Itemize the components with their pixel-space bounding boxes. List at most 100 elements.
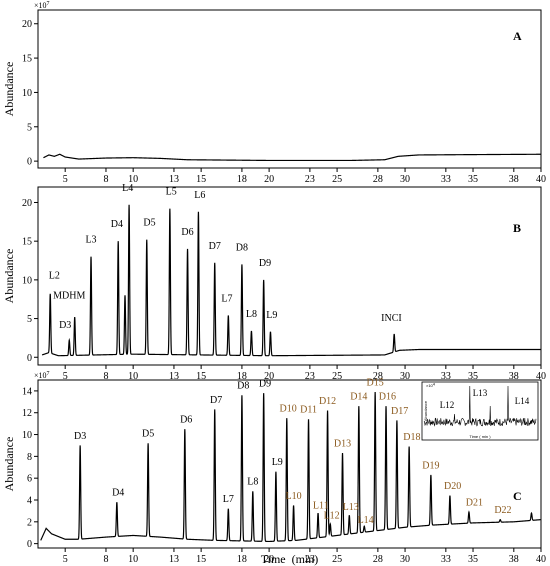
x-tick-label: 35: [468, 174, 478, 185]
x-tick-label: 18: [237, 174, 247, 185]
peak-label-D20: D20: [444, 481, 461, 492]
panel-letter: A: [513, 29, 522, 43]
peak-label-D6: D6: [180, 415, 192, 426]
x-tick-label: 8: [103, 554, 108, 565]
peak-label-D8: D8: [237, 381, 249, 392]
x-tick-label: 25: [332, 174, 342, 185]
x-tick-label: 28: [373, 174, 383, 185]
peak-label-D3: D3: [74, 431, 86, 442]
peak-label-D5: D5: [143, 218, 155, 229]
y-tick-label: 20: [22, 19, 32, 30]
y-tick-label: 15: [22, 237, 32, 248]
y-multiplier-exponent: 7: [47, 1, 50, 7]
peak-label-D14: D14: [350, 392, 367, 403]
peak-label-MDHM: MDHM: [53, 290, 85, 301]
x-tick-label: 15: [196, 371, 206, 382]
x-tick-label: 20: [264, 174, 274, 185]
peak-label-D3: D3: [59, 320, 71, 331]
x-tick-label: 13: [169, 371, 179, 382]
x-tick-label: 8: [103, 371, 108, 382]
peak-label-L7: L7: [223, 494, 234, 505]
peak-label-D9: D9: [259, 379, 271, 390]
x-tick-label: 20: [264, 554, 274, 565]
x-tick-label: 33: [441, 174, 451, 185]
y-multiplier: ×107: [34, 371, 50, 380]
x-tick-label: 5: [63, 174, 68, 185]
peak-label-INCI: INCI: [381, 313, 402, 324]
peak-label-D19: D19: [422, 460, 439, 471]
peak-label-D15: D15: [367, 377, 384, 388]
x-tick-label: 38: [509, 174, 519, 185]
peak-label-D13: D13: [334, 439, 351, 450]
peak-label-L3: L3: [85, 235, 96, 246]
y-axis-label: Abundance: [2, 249, 16, 304]
chromatogram-trace: [41, 204, 541, 357]
x-axis-label: Time (min): [261, 552, 319, 566]
x-tick-label: 40: [536, 174, 546, 185]
x-tick-label: 13: [169, 554, 179, 565]
x-tick-label: 38: [509, 371, 519, 382]
x-tick-label: 28: [373, 371, 383, 382]
y-tick-label: 10: [22, 275, 32, 286]
peak-label-L6: L6: [194, 190, 205, 201]
peak-label-D17: D17: [391, 406, 408, 417]
plot-frame: [37, 9, 542, 169]
peak-label-D22: D22: [494, 505, 511, 516]
panel-A: 0 5 10 15 20 5 8 10 13 15 18 20 23 25 28 30 33 35 38 40 Abun…: [2, 1, 546, 185]
x-tick-label: 33: [441, 371, 451, 382]
peak-label-L13: L13: [343, 502, 359, 513]
panel-C: 0 2 4 6 8 10 12 14 5 8 10 13 15 18 20 23 25 28 30 33 35 38 40 A…: [2, 371, 546, 566]
inset-label-L13: L13: [473, 388, 488, 398]
peak-label-L5: L5: [166, 187, 177, 198]
inset-multiplier: ×104: [426, 382, 436, 389]
y-multiplier-exponent: 7: [47, 371, 50, 377]
panel-B: 0 5 10 15 20 5 8 10 13 15 18 20 23 25 28 30 33 35 38 40 Abun…: [2, 183, 546, 382]
x-tick-label: 30: [400, 554, 410, 565]
x-tick-label: 13: [169, 174, 179, 185]
x-tick-label: 23: [305, 554, 315, 565]
y-tick-label: 2: [27, 517, 32, 528]
inset-multiplier-base: ×10: [426, 383, 434, 388]
peak-label-L4: L4: [122, 183, 133, 194]
x-tick-label: 38: [509, 554, 519, 565]
inset-plot: L12 L13 L14 ×104 Abundance Time ( min ): [421, 382, 539, 441]
y-tick-label: 0: [27, 353, 32, 364]
chromatogram-trace: [43, 153, 541, 162]
y-tick-label: 14: [22, 386, 32, 397]
peak-label-D9: D9: [259, 258, 271, 269]
x-tick-label: 40: [536, 554, 546, 565]
x-tick-label: 18: [237, 554, 247, 565]
y-multiplier: ×107: [34, 1, 50, 10]
peak-label-D11: D11: [300, 405, 317, 416]
y-tick-label: 20: [22, 198, 32, 209]
peak-label-D7: D7: [209, 241, 221, 252]
peak-label-L2: L2: [49, 270, 60, 281]
y-tick-label: 4: [27, 496, 32, 507]
peak-label-L8: L8: [246, 309, 257, 320]
inset-trace: [423, 385, 537, 427]
inset-label-L14: L14: [515, 396, 530, 406]
peak-label-D6: D6: [181, 227, 193, 238]
x-tick-label: 30: [400, 174, 410, 185]
x-tick-label: 35: [468, 554, 478, 565]
x-tick-label: 23: [305, 174, 315, 185]
y-tick-label: 0: [27, 539, 32, 550]
peak-label-D5: D5: [142, 429, 154, 440]
y-multiplier-base: ×10: [34, 1, 47, 10]
y-axis-label: Abundance: [2, 62, 16, 117]
y-tick-label: 10: [22, 430, 32, 441]
x-tick-label: 10: [128, 371, 138, 382]
x-tick-label: 8: [103, 174, 108, 185]
y-axis-label: Abundance: [2, 437, 16, 492]
y-tick-label: 6: [27, 474, 32, 485]
peak-label-D18: D18: [403, 432, 420, 443]
x-tick-label: 30: [400, 371, 410, 382]
chromatogram-trace: [40, 391, 541, 543]
panel-letter: B: [513, 221, 521, 235]
x-tick-label: 20: [264, 371, 274, 382]
x-tick-label: 10: [128, 174, 138, 185]
peak-label-L12: L12: [324, 511, 340, 522]
x-tick-label: 40: [536, 371, 546, 382]
peak-label-L9: L9: [272, 457, 283, 468]
